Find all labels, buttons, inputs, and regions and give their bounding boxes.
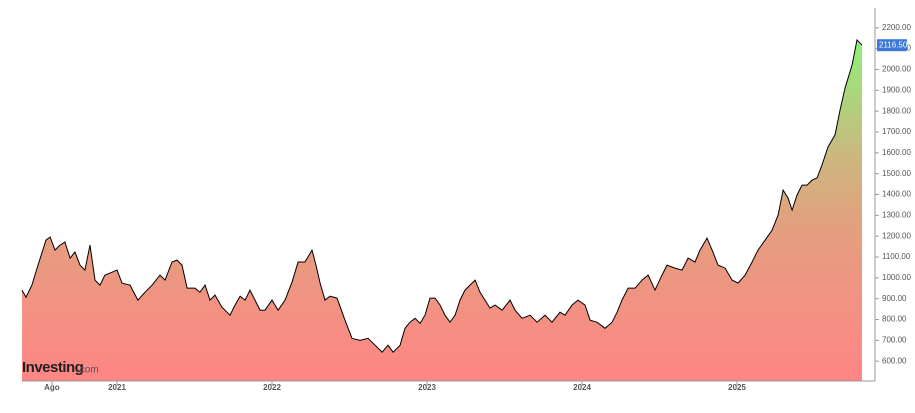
y-tick-label: 2200.00 — [882, 23, 911, 32]
x-tick-label: Ago — [44, 383, 60, 392]
area-fill — [22, 39, 862, 382]
x-tick-label: 2021 — [108, 383, 126, 392]
x-tick-label: 2023 — [418, 383, 436, 392]
y-tick-label: 1200.00 — [882, 231, 911, 240]
y-tick-label: 1700.00 — [882, 127, 911, 136]
last-price-label: 2116.50 — [879, 40, 908, 49]
plot-area — [21, 38, 863, 382]
x-tick-label: 2025 — [728, 383, 746, 392]
y-tick-label: 1500.00 — [882, 169, 911, 178]
y-tick-label: 1300.00 — [882, 210, 911, 219]
y-tick-label: 1800.00 — [882, 106, 911, 115]
y-tick-label: 900.00 — [882, 294, 907, 303]
y-tick-label: 600.00 — [882, 356, 907, 365]
watermark-brand: Investing — [22, 359, 84, 376]
y-tick-label: 1600.00 — [882, 148, 911, 157]
y-tick-label: 2000.00 — [882, 65, 911, 74]
x-tick-label: 2022 — [263, 383, 281, 392]
price-line — [21, 38, 863, 353]
last-price-box — [877, 39, 907, 52]
y-tick-label: 1400.00 — [882, 190, 911, 199]
x-tick-label: 2024 — [573, 383, 591, 392]
y-tick-label: 1100.00 — [882, 252, 911, 261]
y-tick-label: 1000.00 — [882, 273, 911, 282]
y-tick-label: 1900.00 — [882, 85, 911, 94]
y-tick-label: 700.00 — [882, 335, 907, 344]
watermark-suffix: .com — [77, 365, 99, 376]
y-tick-label: 800.00 — [882, 315, 907, 324]
